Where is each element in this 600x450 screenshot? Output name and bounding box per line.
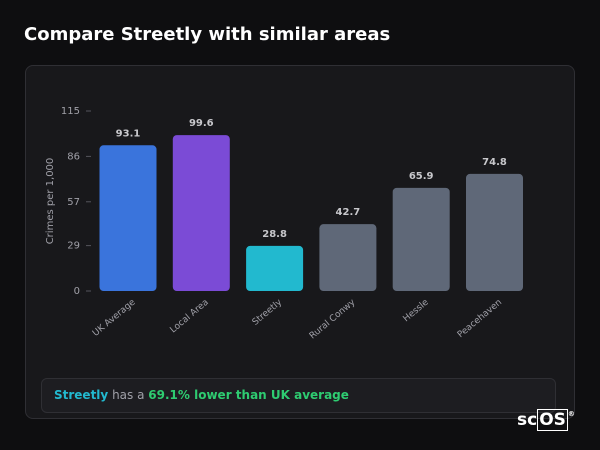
- x-tick-label: Hessle: [402, 297, 432, 324]
- bar: [172, 135, 230, 291]
- x-tick-label: Streetly: [251, 297, 285, 328]
- y-tick-label: 29: [67, 241, 80, 252]
- y-axis-label: Crimes per 1,000: [45, 158, 56, 245]
- bar: [319, 224, 377, 291]
- summary: Streetly has a 69.1% lower than UK avera…: [41, 378, 556, 413]
- summary-area: Streetly: [54, 388, 109, 402]
- value-label: 28.8: [262, 229, 287, 240]
- x-tick-label: Peacehaven: [456, 298, 504, 341]
- bar: [246, 245, 304, 291]
- x-tick-label: Rural Conwy: [308, 297, 358, 341]
- value-label: 65.9: [409, 171, 434, 182]
- value-label: 74.8: [482, 157, 507, 168]
- y-tick-label: 86: [67, 151, 80, 162]
- y-tick-label: 115: [61, 106, 80, 117]
- page-title: Compare Streetly with similar areas: [24, 24, 391, 45]
- logo-mark: ®: [567, 410, 575, 418]
- y-tick-label: 57: [67, 197, 80, 208]
- logo: sc OS ®: [517, 409, 575, 431]
- summary-highlight: 69.1% lower than UK average: [148, 388, 349, 402]
- logo-right: OS: [537, 409, 568, 431]
- bar: [99, 145, 157, 291]
- x-tick-label: Local Area: [168, 298, 210, 336]
- y-tick-label: 0: [74, 286, 80, 297]
- value-label: 42.7: [336, 207, 361, 218]
- bar: [466, 173, 523, 291]
- x-tick-label: UK Average: [91, 297, 138, 339]
- value-label: 99.6: [189, 118, 214, 129]
- summary-text: has a: [112, 388, 145, 402]
- value-label: 93.1: [116, 128, 141, 139]
- bar: [392, 187, 450, 291]
- logo-left: sc: [517, 410, 538, 430]
